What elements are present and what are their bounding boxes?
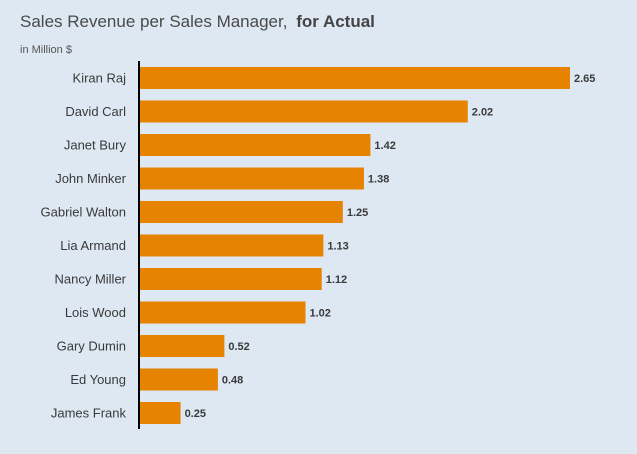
data-label: 1.13 — [327, 241, 348, 253]
bar-janet-bury[interactable] — [140, 134, 371, 156]
category-label: Ed Young — [70, 372, 126, 387]
category-label: Lois Wood — [65, 305, 126, 320]
bar-lia-armand[interactable] — [140, 234, 324, 257]
data-label: 2.02 — [472, 107, 493, 119]
data-label: 1.25 — [347, 207, 368, 219]
category-label: David Carl — [65, 104, 126, 119]
data-label: 0.52 — [228, 341, 249, 353]
bar-gabriel-walton[interactable] — [140, 201, 343, 223]
data-label: 0.25 — [185, 408, 206, 420]
category-label: Nancy Miller — [54, 272, 126, 287]
chart-unit-label: in Million $ — [20, 44, 72, 56]
data-label: 1.02 — [310, 308, 331, 320]
bar-kiran-raj[interactable] — [140, 67, 570, 89]
category-label: Gabriel Walton — [41, 205, 127, 220]
category-label: Gary Dumin — [57, 339, 126, 354]
category-label: John Minker — [55, 171, 126, 186]
category-label: James Frank — [51, 406, 127, 421]
bar-john-minker[interactable] — [140, 167, 364, 190]
chart-title-measure: for Actual — [296, 12, 375, 31]
bar-ed-young[interactable] — [140, 368, 218, 391]
data-label: 1.42 — [374, 140, 395, 152]
bar-gary-dumin[interactable] — [140, 335, 225, 357]
bar-james-frank[interactable] — [140, 402, 181, 424]
category-label: Kiran Raj — [73, 71, 127, 86]
category-label: Lia Armand — [60, 238, 126, 253]
bar-david-carl[interactable] — [140, 100, 468, 123]
data-label: 1.38 — [368, 174, 389, 186]
bar-lois-wood[interactable] — [140, 301, 306, 324]
chart-title: Sales Revenue per Sales Manager, for Act… — [20, 12, 375, 32]
data-label: 2.65 — [574, 73, 595, 85]
data-label: 1.12 — [326, 274, 347, 286]
bar-nancy-miller[interactable] — [140, 268, 322, 290]
category-label: Janet Bury — [64, 138, 127, 153]
data-label: 0.48 — [222, 375, 243, 387]
chart-title-main: Sales Revenue per Sales Manager, — [20, 12, 288, 31]
